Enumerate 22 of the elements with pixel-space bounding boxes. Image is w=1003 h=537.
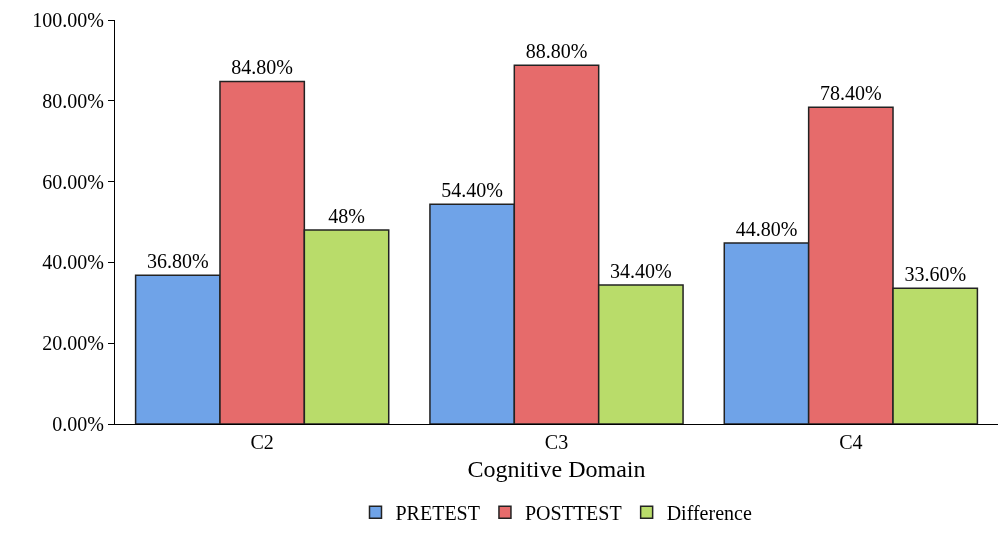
x-tick-label: C2 [250, 431, 274, 453]
x-axis-title: Cognitive Domain [467, 456, 646, 483]
legend-label: Difference [666, 501, 752, 524]
y-tick-label: 0.00% [52, 413, 104, 435]
data-label: 78.40% [820, 82, 882, 105]
x-tick-label: C3 [544, 431, 569, 453]
y-tick-label: 80.00% [42, 89, 104, 112]
data-label: 34.40% [610, 260, 672, 283]
x-tick-label: C4 [839, 431, 863, 453]
y-tick-label: 20.00% [42, 332, 104, 355]
data-label: 33.60% [904, 263, 967, 286]
data-label: 36.80% [146, 250, 209, 273]
data-label: 48% [328, 205, 365, 228]
data-label: 84.80% [231, 56, 293, 79]
y-tick-label: 60.00% [42, 170, 104, 193]
y-tick-label: 40.00% [42, 251, 104, 274]
data-label: 88.80% [525, 40, 588, 63]
legend-label: POSTTEST [524, 501, 622, 524]
data-label: 44.80% [735, 218, 798, 241]
y-tick-label: 100.00% [32, 9, 104, 31]
data-label: 54.40% [441, 179, 503, 202]
legend-label: PRETEST [395, 501, 480, 524]
